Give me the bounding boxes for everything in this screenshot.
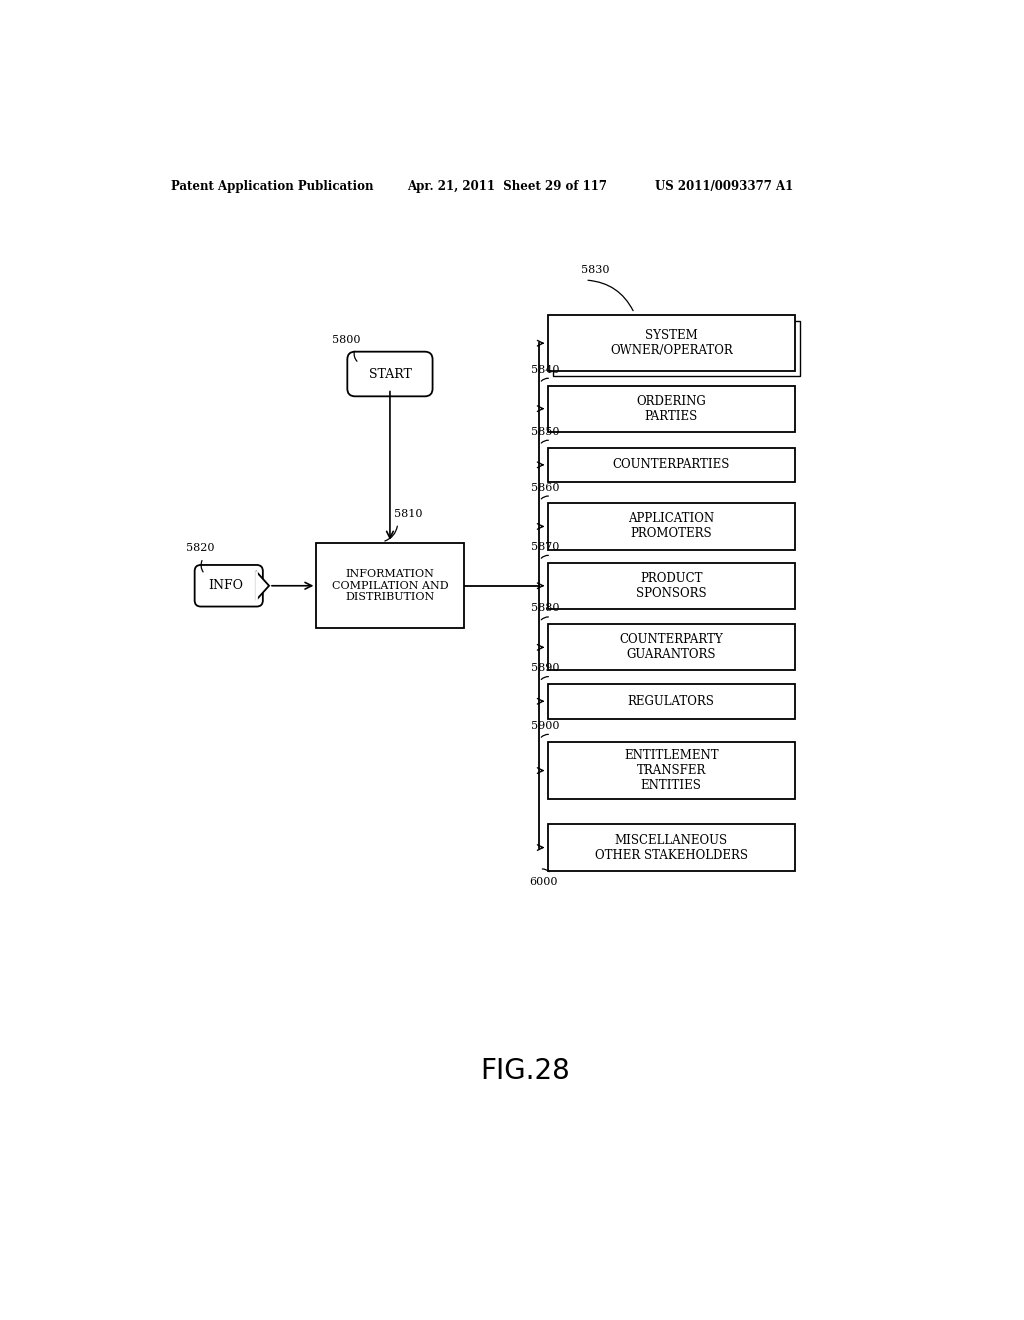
Text: 5810: 5810 — [394, 508, 422, 519]
Polygon shape — [256, 572, 269, 601]
Text: FIG.28: FIG.28 — [480, 1057, 569, 1085]
FancyBboxPatch shape — [554, 321, 800, 376]
Text: 5830: 5830 — [582, 265, 610, 276]
Text: INFO: INFO — [208, 579, 243, 593]
Text: 5900: 5900 — [531, 721, 559, 731]
Text: 6000: 6000 — [529, 876, 558, 887]
Text: 5800: 5800 — [332, 335, 360, 345]
Text: SYSTEM
OWNER/OPERATOR: SYSTEM OWNER/OPERATOR — [610, 329, 732, 358]
FancyBboxPatch shape — [548, 385, 795, 432]
Text: START: START — [369, 367, 412, 380]
FancyBboxPatch shape — [548, 315, 795, 371]
FancyBboxPatch shape — [548, 447, 795, 482]
Text: INFORMATION
COMPILATION AND
DISTRIBUTION: INFORMATION COMPILATION AND DISTRIBUTION — [332, 569, 449, 602]
Text: COUNTERPARTIES: COUNTERPARTIES — [612, 458, 730, 471]
Text: 5890: 5890 — [531, 663, 559, 673]
Text: 5850: 5850 — [531, 426, 559, 437]
FancyBboxPatch shape — [548, 503, 795, 549]
FancyBboxPatch shape — [548, 825, 795, 871]
Text: 5820: 5820 — [186, 544, 215, 553]
Text: APPLICATION
PROMOTERS: APPLICATION PROMOTERS — [628, 512, 715, 540]
Text: 5870: 5870 — [531, 543, 559, 552]
FancyBboxPatch shape — [548, 684, 795, 718]
FancyBboxPatch shape — [195, 565, 263, 607]
Text: Apr. 21, 2011  Sheet 29 of 117: Apr. 21, 2011 Sheet 29 of 117 — [407, 180, 607, 193]
Text: PRODUCT
SPONSORS: PRODUCT SPONSORS — [636, 572, 707, 599]
Text: COUNTERPARTY
GUARANTORS: COUNTERPARTY GUARANTORS — [620, 634, 723, 661]
FancyBboxPatch shape — [548, 562, 795, 609]
Text: 5860: 5860 — [531, 483, 559, 492]
Text: Patent Application Publication: Patent Application Publication — [171, 180, 373, 193]
Text: US 2011/0093377 A1: US 2011/0093377 A1 — [655, 180, 794, 193]
Text: ORDERING
PARTIES: ORDERING PARTIES — [636, 395, 707, 422]
FancyBboxPatch shape — [548, 742, 795, 800]
FancyBboxPatch shape — [316, 544, 464, 628]
Text: MISCELLANEOUS
OTHER STAKEHOLDERS: MISCELLANEOUS OTHER STAKEHOLDERS — [595, 833, 748, 862]
Text: 5840: 5840 — [531, 364, 559, 375]
FancyBboxPatch shape — [548, 624, 795, 671]
FancyBboxPatch shape — [347, 351, 432, 396]
Text: 5880: 5880 — [531, 603, 559, 614]
Text: ENTITLEMENT
TRANSFER
ENTITIES: ENTITLEMENT TRANSFER ENTITIES — [624, 748, 719, 792]
Text: REGULATORS: REGULATORS — [628, 694, 715, 708]
